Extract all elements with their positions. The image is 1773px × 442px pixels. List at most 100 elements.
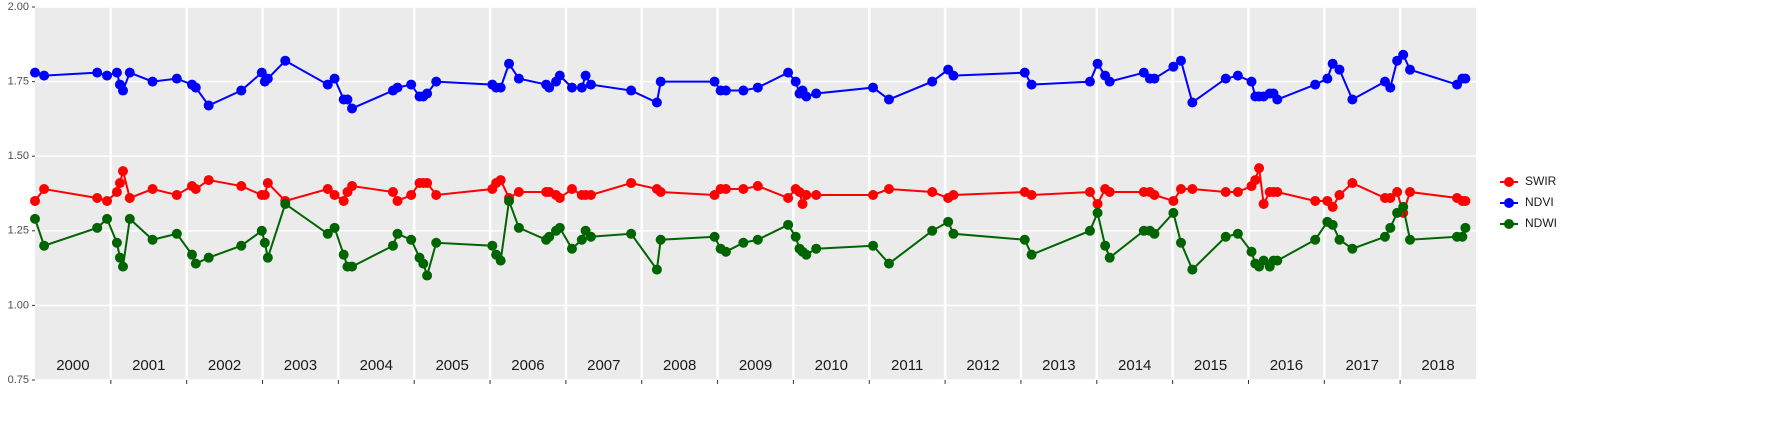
point (1385, 82, 1396, 93)
point (117, 85, 128, 96)
point (651, 97, 662, 108)
point (1392, 187, 1403, 198)
point (720, 184, 731, 195)
x-tick-label: 2010 (815, 357, 848, 374)
y-tick-label: 2.00 (8, 1, 29, 13)
point (342, 94, 353, 105)
point (544, 82, 555, 93)
point (1187, 97, 1198, 108)
point (1232, 187, 1243, 198)
x-tick-label: 2007 (587, 357, 620, 374)
point (262, 178, 273, 189)
point (347, 103, 358, 114)
point (544, 231, 555, 242)
y-tick-label: 1.00 (8, 299, 29, 311)
y-tick-label: 0.75 (8, 374, 29, 386)
point (1026, 249, 1037, 260)
point (92, 67, 103, 78)
point (322, 228, 333, 239)
point (566, 243, 577, 254)
point (566, 82, 577, 93)
point (1104, 76, 1115, 87)
point (1232, 228, 1243, 239)
y-tick-label: 1.75 (8, 76, 29, 88)
point (406, 234, 417, 245)
point (124, 213, 135, 224)
point (783, 219, 794, 230)
point (801, 91, 812, 102)
point (102, 70, 113, 81)
point (783, 67, 794, 78)
point (738, 85, 749, 96)
point (1460, 195, 1471, 206)
point (1460, 222, 1471, 233)
point (1347, 178, 1358, 189)
point (752, 82, 763, 93)
point (111, 67, 122, 78)
point (1100, 240, 1111, 251)
x-tick-label: 2017 (1346, 357, 1379, 374)
point (868, 240, 879, 251)
point (513, 187, 524, 198)
point (554, 222, 565, 233)
point (797, 198, 808, 209)
point (811, 189, 822, 200)
point (406, 189, 417, 200)
point (1149, 228, 1160, 239)
point (709, 231, 720, 242)
legend-label: NDVI (1525, 195, 1554, 209)
point (1258, 198, 1269, 209)
point (262, 73, 273, 84)
point (186, 249, 197, 260)
legend-label: NDWI (1525, 216, 1557, 230)
point (102, 195, 113, 206)
point (422, 270, 433, 281)
point (1168, 61, 1179, 72)
point (431, 76, 442, 87)
panel (35, 7, 1476, 380)
point (626, 178, 637, 189)
point (495, 175, 506, 186)
point (114, 252, 125, 263)
point (948, 228, 959, 239)
point (927, 76, 938, 87)
point (92, 192, 103, 203)
point (576, 82, 587, 93)
point (338, 195, 349, 206)
point (30, 67, 40, 78)
point (1334, 64, 1345, 75)
point (117, 166, 128, 177)
point (111, 237, 122, 248)
point (1092, 58, 1103, 69)
point (114, 178, 125, 189)
x-tick-label: 2001 (132, 357, 165, 374)
point (752, 234, 763, 245)
point (1334, 189, 1345, 200)
point (1379, 231, 1390, 242)
point (651, 264, 662, 275)
point (39, 184, 50, 195)
point (513, 73, 524, 84)
point (30, 195, 40, 206)
point (790, 231, 801, 242)
point (387, 187, 398, 198)
x-tick-label: 2015 (1194, 357, 1227, 374)
point (1457, 231, 1468, 242)
point (1084, 187, 1095, 198)
point (203, 100, 214, 111)
point (1322, 73, 1333, 84)
point (392, 195, 403, 206)
point (1272, 255, 1283, 266)
x-tick-label: 2004 (360, 357, 393, 374)
point (585, 231, 596, 242)
point (1092, 207, 1103, 218)
point (111, 187, 122, 198)
point (322, 184, 333, 195)
point (92, 222, 103, 233)
point (1232, 70, 1243, 81)
point (883, 184, 894, 195)
point (124, 192, 135, 203)
point (1310, 234, 1321, 245)
x-tick-label: 2016 (1270, 357, 1303, 374)
point (39, 240, 50, 251)
